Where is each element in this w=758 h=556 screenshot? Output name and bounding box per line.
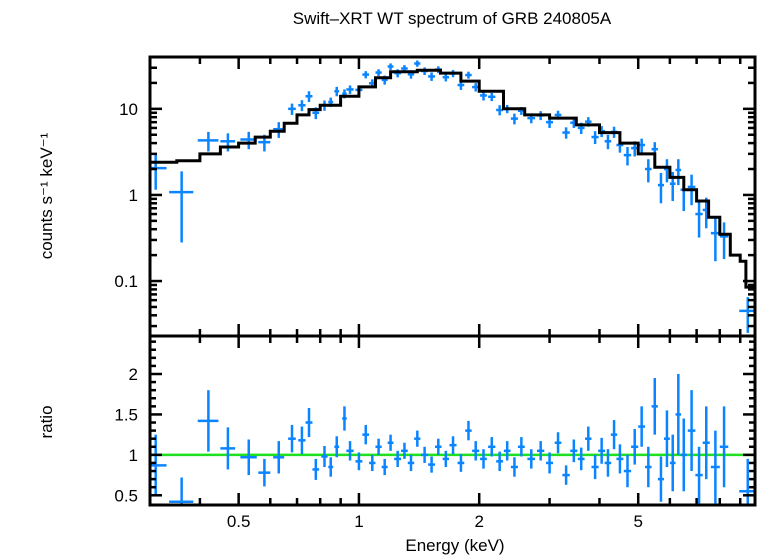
y-tick-label: 0.1 <box>114 272 138 291</box>
x-tick-label: 0.5 <box>227 512 251 531</box>
y-tick-label: 1.5 <box>114 405 138 424</box>
ratio-marks <box>150 374 755 505</box>
y-tick-label: 10 <box>119 100 138 119</box>
x-tick-label: 1 <box>354 512 363 531</box>
x-axis-label: Energy (keV) <box>405 536 504 555</box>
x-tick-label: 5 <box>633 512 642 531</box>
y-tick-label: 2 <box>129 365 138 384</box>
model-curve <box>150 68 755 289</box>
spectrum-marks <box>150 60 755 333</box>
x-tick-label: 2 <box>474 512 483 531</box>
spectrum-frame <box>148 55 757 338</box>
y-axis-label-spectrum: counts s⁻¹ keV⁻¹ <box>37 132 56 259</box>
chart-title: Swift–XRT WT spectrum of GRB 240805A <box>293 9 612 28</box>
y-tick-label: 0.5 <box>114 486 138 505</box>
y-axis-label-ratio: ratio <box>37 405 56 438</box>
y-tick-label: 1 <box>129 446 138 465</box>
y-tick-label: 1 <box>129 186 138 205</box>
ratio-frame <box>148 334 757 507</box>
